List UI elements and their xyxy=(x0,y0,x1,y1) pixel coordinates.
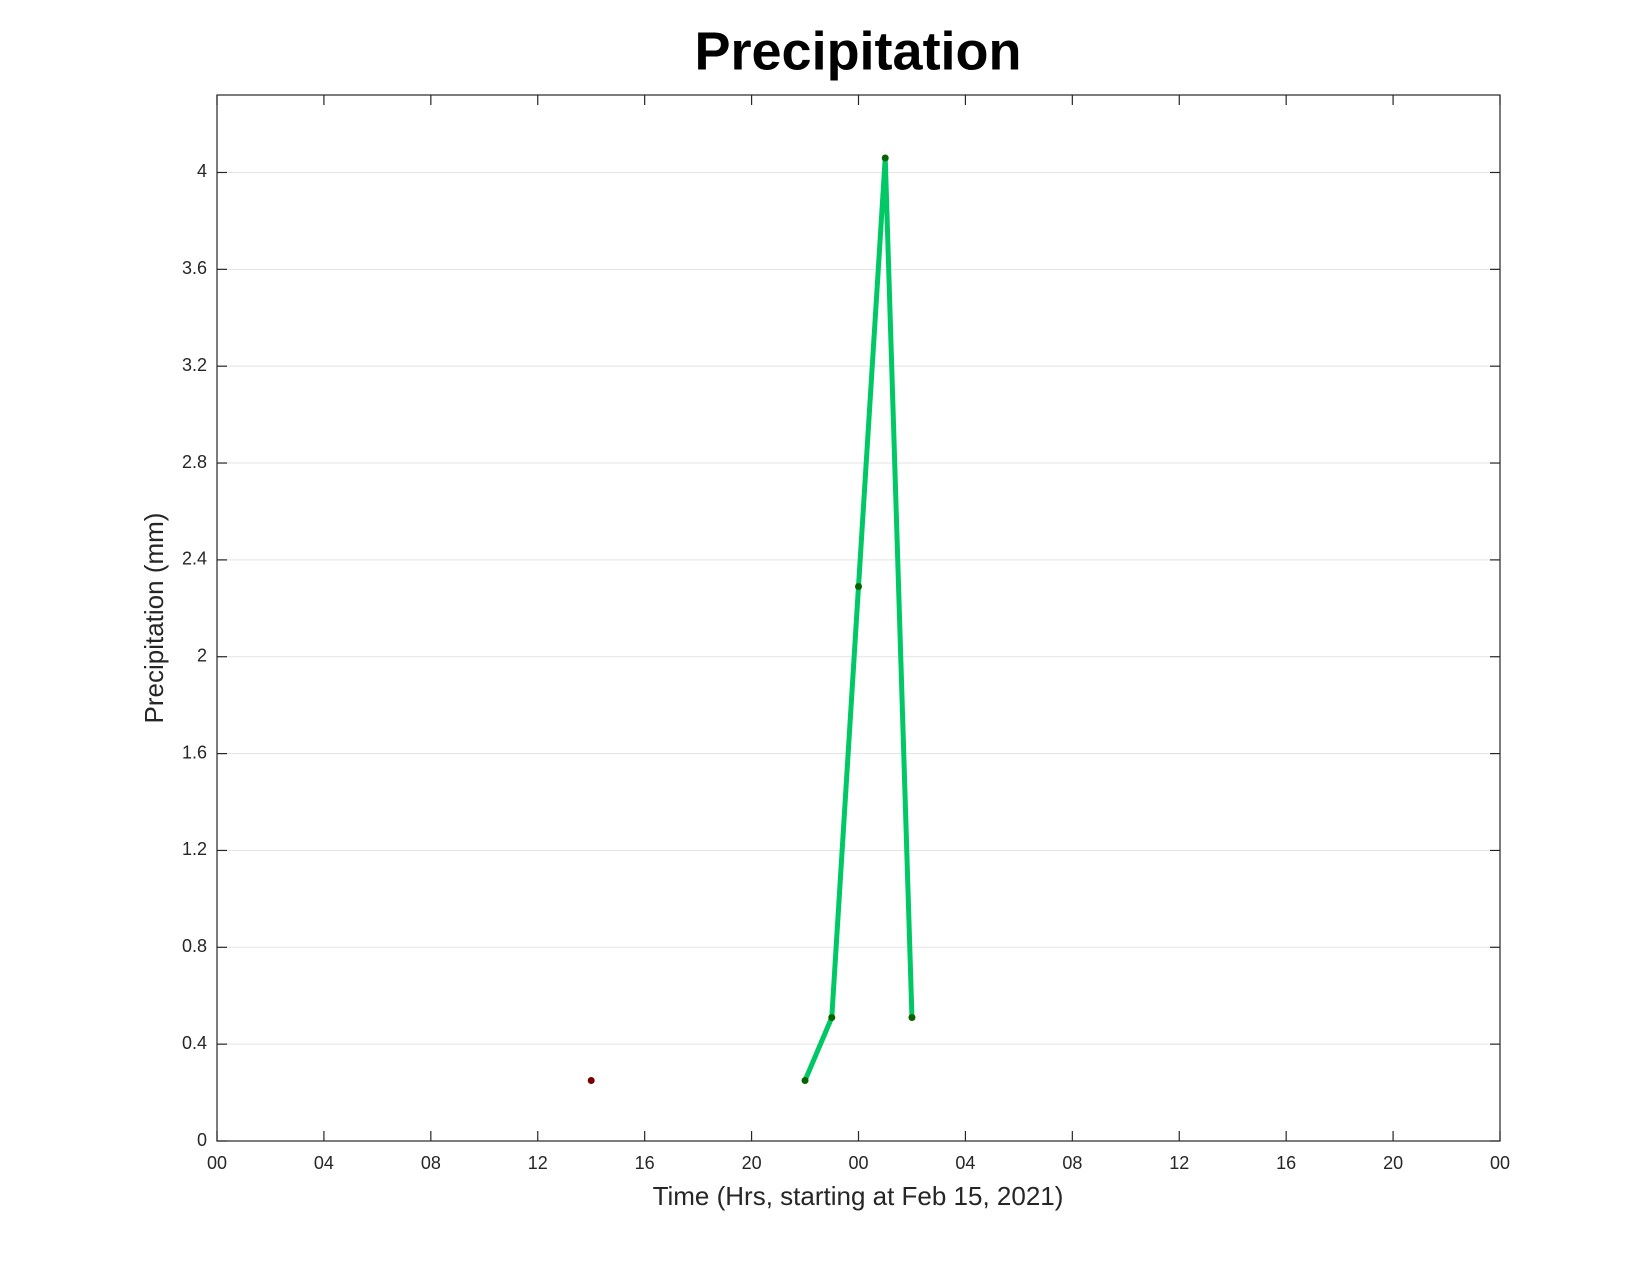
x-tick-label: 12 xyxy=(1169,1153,1189,1173)
y-tick-label: 2 xyxy=(197,645,207,665)
x-tick-label: 08 xyxy=(1062,1153,1082,1173)
y-tick-label: 1.6 xyxy=(182,742,207,762)
y-tick-label: 0.8 xyxy=(182,936,207,956)
point xyxy=(801,1076,809,1084)
x-tick-label: 00 xyxy=(848,1153,868,1173)
y-tick-label: 2.4 xyxy=(182,549,207,569)
y-tick-label: 3.6 xyxy=(182,258,207,278)
x-tick-label: 04 xyxy=(314,1153,334,1173)
y-axis-label: Precipitation (mm) xyxy=(139,513,169,724)
x-tick-label: 04 xyxy=(955,1153,975,1173)
point xyxy=(828,1014,836,1022)
point xyxy=(587,1076,595,1084)
x-tick-label: 00 xyxy=(1490,1153,1510,1173)
x-tick-label: 00 xyxy=(207,1153,227,1173)
y-tick-label: 1.2 xyxy=(182,839,207,859)
y-tick-label: 3.2 xyxy=(182,355,207,375)
point xyxy=(881,154,889,162)
line xyxy=(802,155,915,1082)
plot-frame xyxy=(216,94,1501,1142)
y-tick-label: 0 xyxy=(197,1130,207,1150)
x-tick-label: 20 xyxy=(1383,1153,1403,1173)
x-tick-label: 08 xyxy=(421,1153,441,1173)
x-tick-label: 12 xyxy=(528,1153,548,1173)
chart-title: Precipitation xyxy=(694,21,1021,81)
x-tick-label: 20 xyxy=(742,1153,762,1173)
point xyxy=(908,1014,916,1022)
x-tick-label: 16 xyxy=(635,1153,655,1173)
x-axis-label: Time (Hrs, starting at Feb 15, 2021) xyxy=(653,1181,1064,1211)
y-tick-label: 2.8 xyxy=(182,452,207,472)
point xyxy=(855,583,862,591)
y-tick-label: 0.4 xyxy=(182,1033,207,1053)
x-tick-label: 16 xyxy=(1276,1153,1296,1173)
y-tick-label: 4 xyxy=(197,161,207,181)
